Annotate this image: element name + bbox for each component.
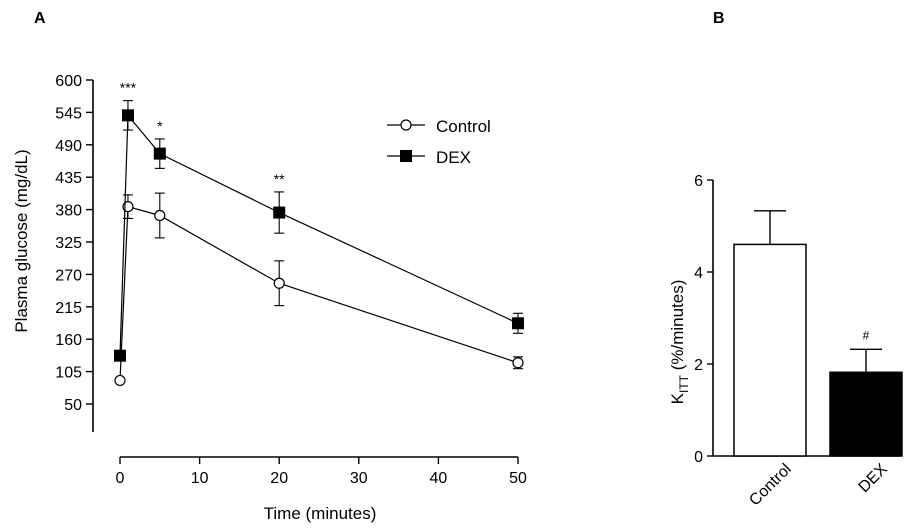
series-dex-point xyxy=(512,317,524,330)
panel-a-y-tick-label: 380 xyxy=(55,203,82,220)
series-dex-point xyxy=(121,109,134,122)
legend-item-control: Control xyxy=(387,117,491,136)
panel-b-label: B xyxy=(713,10,725,27)
panel-a-x-ticks: 0 10 20 30 40 50 xyxy=(116,457,527,487)
series-dex-point xyxy=(114,349,126,362)
panel-b-bars: # xyxy=(733,210,903,457)
panel-a-x-tick-label: 0 xyxy=(116,470,125,487)
panel-a-y-tick-label: 600 xyxy=(55,73,82,90)
panel-b-y-label-main: K xyxy=(668,392,687,404)
panel-a-y-tick-label: 435 xyxy=(55,170,82,187)
panel-a-y-tick-label: 270 xyxy=(55,267,82,284)
panel-a-y-tick-label: 50 xyxy=(64,397,82,414)
series-control-point xyxy=(273,277,285,289)
panel-b-y-tick-label: 2 xyxy=(694,357,703,374)
panel-a-y-ticks: 50 105 160 215 270 325 380 435 490 545 600 xyxy=(55,73,93,414)
panel-b-y-tick-label: 4 xyxy=(694,265,703,282)
panel-a-y-tick-label: 325 xyxy=(55,235,82,252)
panel-b-y-ticks: 0 2 4 6 xyxy=(694,173,713,466)
panel-a-y-tick-label: 160 xyxy=(55,332,82,349)
panel-a-significance-label: ** xyxy=(274,171,285,187)
panel-a-annotations: ****** xyxy=(120,80,285,187)
panel-a-x-tick-label: 20 xyxy=(270,470,288,487)
panel-a-significance-label: * xyxy=(157,118,163,134)
panel-b-y-axis-label: KITT (%/minutes) xyxy=(668,280,691,405)
panel-b-y-label-rest: (%/minutes) xyxy=(668,280,687,375)
panel-a-x-tick-label: 10 xyxy=(191,470,209,487)
panel-a-y-tick-label: 545 xyxy=(55,105,82,122)
panel-b-y-tick-label: 0 xyxy=(694,449,703,466)
legend-dex-marker xyxy=(400,150,412,162)
panel-b-significance-label: # xyxy=(863,328,870,342)
series-control xyxy=(114,192,524,387)
panel-a-x-tick-label: 40 xyxy=(430,470,448,487)
panel-a-x-tick-label: 30 xyxy=(350,470,368,487)
series-control-point xyxy=(114,374,126,387)
panel-a-y-axis-label: Plasma glucose (mg/dL) xyxy=(12,149,31,332)
panel-b-x-tick-label: Control xyxy=(746,461,794,509)
panel-a-significance-label: *** xyxy=(120,80,137,96)
bar-dex xyxy=(829,371,903,457)
panel-a-axes xyxy=(92,80,518,458)
bar-control xyxy=(733,243,807,457)
legend-dex-label: DEX xyxy=(436,148,471,167)
panel-a: A 50 105 160 215 270 325 380 435 490 545 600 0 10 20… xyxy=(12,10,527,523)
panel-a-series xyxy=(114,100,524,387)
panel-b: B 0 2 4 6 KITT (%/minutes) # Control DEX xyxy=(668,10,903,510)
panel-a-y-tick-label: 105 xyxy=(55,365,82,382)
panel-a-label: A xyxy=(34,10,46,27)
panel-a-y-tick-label: 215 xyxy=(55,300,82,317)
panel-b-y-tick-label: 6 xyxy=(694,173,703,190)
panel-b-x-tick-label: DEX xyxy=(856,461,892,497)
panel-a-x-axis-label: Time (minutes) xyxy=(264,504,377,523)
panel-a-y-tick-label: 490 xyxy=(55,138,82,155)
panel-a-x-tick-label: 50 xyxy=(509,470,527,487)
legend-control-label: Control xyxy=(436,117,491,136)
series-control-line xyxy=(119,205,519,381)
series-dex-point xyxy=(153,147,166,160)
panel-a-legend: Control DEX xyxy=(387,117,491,167)
series-dex-point xyxy=(273,206,286,219)
series-control-point xyxy=(154,209,166,222)
series-control-point xyxy=(512,357,524,369)
panel-b-x-labels: Control DEX xyxy=(746,461,891,510)
series-dex xyxy=(114,100,524,362)
panel-b-y-label-sub: ITT xyxy=(677,374,691,393)
legend-item-dex: DEX xyxy=(387,148,471,167)
legend-control-marker xyxy=(400,119,412,131)
